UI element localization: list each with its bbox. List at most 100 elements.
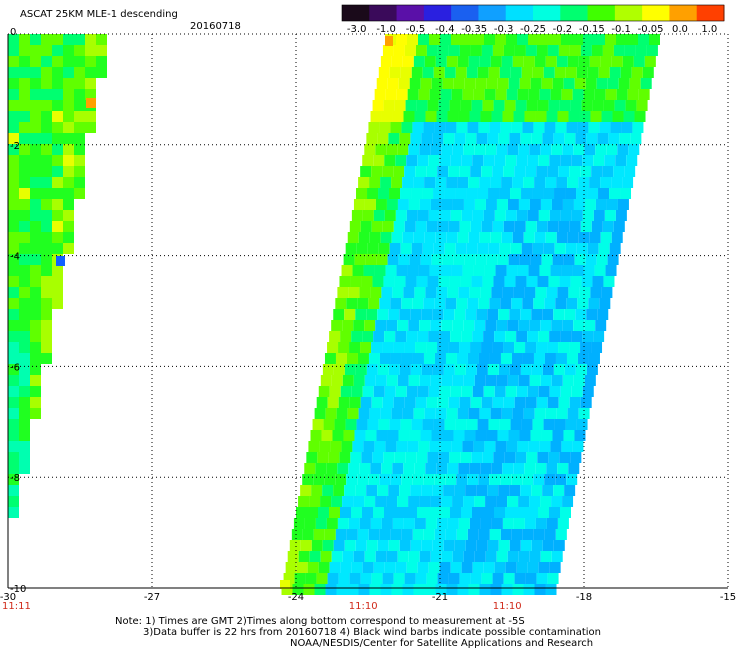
swath-cell bbox=[496, 199, 508, 210]
swath-cell bbox=[478, 122, 490, 133]
swath-cell bbox=[451, 34, 462, 45]
swath-cell bbox=[469, 287, 481, 298]
swath-cell bbox=[424, 177, 436, 188]
swath-cell bbox=[539, 265, 551, 276]
swath-cell bbox=[348, 518, 360, 529]
swath-cell bbox=[499, 243, 511, 254]
swath-cell bbox=[340, 331, 352, 342]
swath-cell bbox=[445, 353, 457, 364]
swath-cell bbox=[456, 298, 468, 309]
swath-cell bbox=[576, 188, 588, 199]
swath-cell bbox=[460, 507, 472, 518]
swath-cell bbox=[386, 199, 398, 210]
swath-cell bbox=[392, 463, 404, 474]
swath-cell bbox=[63, 144, 74, 155]
swath-cell bbox=[587, 67, 599, 78]
swath-cell bbox=[536, 573, 548, 584]
swath-cell bbox=[411, 419, 423, 430]
swath-cell bbox=[537, 276, 549, 287]
swath-cell bbox=[561, 89, 573, 100]
swath-cell bbox=[610, 122, 622, 133]
swath-cell bbox=[378, 243, 390, 254]
swath-cell bbox=[406, 386, 418, 397]
swath-cell bbox=[435, 232, 447, 243]
swath-cell bbox=[440, 34, 451, 45]
swath-cell bbox=[436, 287, 448, 298]
swath-cell bbox=[556, 408, 568, 419]
swath-cell bbox=[347, 408, 359, 419]
swath-cell bbox=[487, 540, 499, 551]
swath-cell bbox=[472, 331, 484, 342]
swath-cell bbox=[609, 188, 621, 199]
swath-cell bbox=[458, 518, 470, 529]
swath-cell bbox=[568, 111, 580, 122]
swath-cell bbox=[396, 89, 408, 100]
swath-cell bbox=[445, 529, 457, 540]
swath-cell bbox=[457, 56, 469, 67]
swath-cell bbox=[457, 177, 469, 188]
swath-cell bbox=[52, 100, 63, 111]
swath-cell bbox=[327, 397, 339, 408]
swath-cell bbox=[63, 210, 74, 221]
swath-cell bbox=[384, 386, 396, 397]
swath-cell bbox=[19, 265, 30, 276]
swath-cell bbox=[497, 430, 509, 441]
swath-cell bbox=[468, 232, 480, 243]
swath-cell bbox=[86, 98, 96, 108]
swath-cell bbox=[527, 210, 539, 221]
swath-cell bbox=[528, 265, 540, 276]
colorbar-label: -0.25 bbox=[520, 24, 546, 35]
swath-cell bbox=[476, 364, 488, 375]
swath-cell bbox=[8, 342, 19, 353]
swath-cell bbox=[415, 573, 427, 584]
swath-cell bbox=[394, 100, 406, 111]
swath-cell bbox=[8, 155, 19, 166]
swath-cell bbox=[398, 254, 410, 265]
swath-cell bbox=[507, 320, 519, 331]
swath-cell bbox=[280, 580, 290, 589]
swath-cell bbox=[574, 254, 586, 265]
y-tick-label: -6 bbox=[10, 362, 20, 373]
swath-cell bbox=[473, 34, 484, 45]
swath-cell bbox=[344, 364, 356, 375]
swath-cell bbox=[387, 78, 399, 89]
swath-cell bbox=[19, 45, 30, 56]
swath-cell bbox=[565, 67, 577, 78]
swath-cell bbox=[30, 45, 41, 56]
swath-cell bbox=[540, 551, 552, 562]
swath-cell bbox=[528, 34, 539, 45]
swath-cell bbox=[19, 155, 30, 166]
swath-cell bbox=[495, 89, 507, 100]
swath-cell bbox=[436, 463, 448, 474]
swath-cell bbox=[556, 56, 568, 67]
swath-cell bbox=[448, 342, 460, 353]
swath-cell bbox=[393, 342, 405, 353]
swath-cell bbox=[504, 100, 516, 111]
swath-cell bbox=[505, 331, 517, 342]
swath-cell bbox=[430, 551, 442, 562]
swath-cell bbox=[479, 232, 491, 243]
swath-cell bbox=[523, 232, 535, 243]
swath-cell bbox=[19, 232, 30, 243]
swath-cell bbox=[338, 573, 350, 584]
swath-cell bbox=[524, 463, 536, 474]
swath-cell bbox=[383, 507, 395, 518]
swath-cell bbox=[551, 144, 563, 155]
swath-cell bbox=[572, 441, 584, 452]
swath-cell bbox=[421, 133, 433, 144]
swath-cell bbox=[398, 430, 410, 441]
swath-cell bbox=[410, 133, 422, 144]
swath-cell bbox=[445, 122, 457, 133]
swath-cell bbox=[308, 441, 320, 452]
swath-cell bbox=[74, 78, 85, 89]
swath-cell bbox=[328, 507, 340, 518]
swath-cell bbox=[578, 232, 590, 243]
swath-cell bbox=[447, 111, 459, 122]
swath-cell bbox=[508, 78, 520, 89]
swath-cell bbox=[410, 540, 422, 551]
swath-cell bbox=[541, 254, 553, 265]
swath-cell bbox=[396, 265, 408, 276]
swath-cell bbox=[41, 56, 52, 67]
swath-cell bbox=[370, 111, 382, 122]
swath-cell bbox=[453, 78, 465, 89]
